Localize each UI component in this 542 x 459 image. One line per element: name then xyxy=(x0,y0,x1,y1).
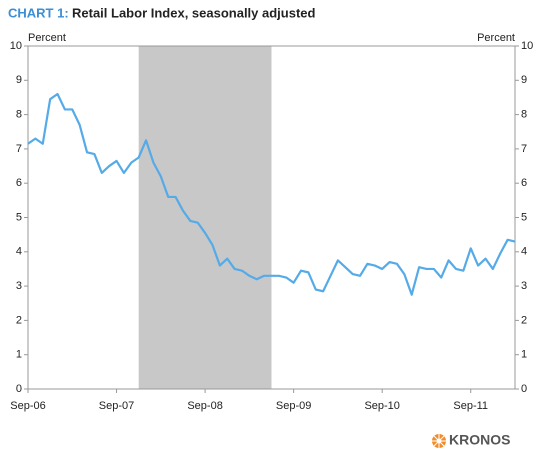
y2-tick-label: 4 xyxy=(521,246,527,258)
data-line xyxy=(27,92,516,296)
y2-tick-label: 0 xyxy=(521,383,527,395)
y-tick-label: 6 xyxy=(16,177,22,189)
y-tick-label: 2 xyxy=(16,314,22,326)
y2-tick-label: 2 xyxy=(521,314,527,326)
shaded-region xyxy=(138,46,272,389)
x-tick-label: Sep-08 xyxy=(187,400,222,412)
y2-tick-label: 8 xyxy=(521,109,527,121)
y-tick-label: 7 xyxy=(16,143,22,155)
chart-title-label: CHART 1: xyxy=(8,5,69,20)
x-tick-label: Sep-07 xyxy=(99,400,134,412)
y-tick-label: 10 xyxy=(10,40,22,52)
y2-tick-label: 7 xyxy=(521,143,527,155)
y2-tick-label: 3 xyxy=(521,280,527,292)
y2-tick-label: 10 xyxy=(521,40,533,52)
y-axis-label: Percent xyxy=(28,32,66,44)
y-tick-label: 8 xyxy=(16,109,22,121)
x-tick-label: Sep-11 xyxy=(453,400,488,412)
y-tick-label: 0 xyxy=(16,383,22,395)
logo-icon xyxy=(432,434,446,448)
y2-tick-label: 6 xyxy=(521,177,527,189)
y2-tick-label: 9 xyxy=(521,74,527,86)
y2-tick-label: 1 xyxy=(521,349,527,361)
y-tick-label: 5 xyxy=(16,211,22,223)
y-tick-label: 1 xyxy=(16,349,22,361)
x-tick-label: Sep-10 xyxy=(364,400,399,412)
logo: KRONOS xyxy=(449,432,510,448)
x-tick-label: Sep-09 xyxy=(276,400,311,412)
y-tick-label: 4 xyxy=(16,246,22,258)
y-tick-label: 3 xyxy=(16,280,22,292)
y2-tick-label: 5 xyxy=(521,211,527,223)
x-tick-label: Sep-06 xyxy=(10,400,45,412)
y2-axis-label: Percent xyxy=(477,32,515,44)
y-tick-label: 9 xyxy=(16,74,22,86)
chart-title: Retail Labor Index, seasonally adjusted xyxy=(72,5,316,20)
